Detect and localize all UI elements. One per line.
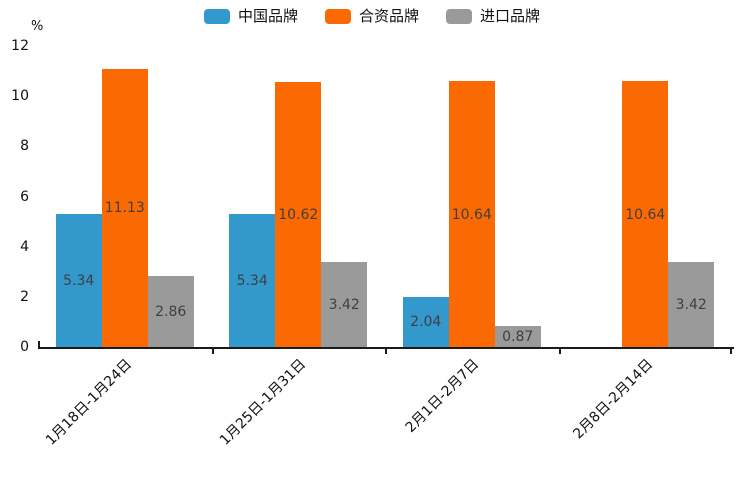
bar-series1-cat3 bbox=[622, 81, 669, 348]
legend-item-1[interactable]: 合资品牌 bbox=[324, 7, 419, 25]
bar-series0-cat2 bbox=[402, 296, 449, 348]
bar-series2-cat2 bbox=[494, 326, 541, 348]
bar-series0-cat0 bbox=[55, 214, 102, 348]
legend-label: 中国品牌 bbox=[237, 7, 298, 25]
y-tick-label: 2 bbox=[20, 288, 29, 305]
bar-value-label: 5.34 bbox=[63, 273, 95, 290]
x-category-label: 2月1日-2月7日 bbox=[402, 356, 483, 436]
legend-swatch-icon bbox=[203, 9, 230, 24]
y-tick-label: 4 bbox=[20, 238, 29, 255]
bar-value-label: 10.64 bbox=[625, 206, 666, 223]
legend-label: 合资品牌 bbox=[358, 7, 419, 25]
legend: 中国品牌 合资品牌 进口品牌 bbox=[0, 9, 744, 24]
bar-value-label: 0.87 bbox=[502, 329, 534, 346]
legend-swatch-icon bbox=[324, 9, 351, 24]
axis-tick bbox=[730, 349, 732, 354]
bar-value-label: 10.64 bbox=[451, 206, 492, 223]
bar-series1-cat0 bbox=[101, 68, 148, 348]
y-axis-unit-label: % bbox=[31, 19, 44, 34]
x-category-label: 1月25日-1月31日 bbox=[216, 356, 309, 449]
bar-value-label: 11.13 bbox=[104, 200, 145, 217]
bar-series1-cat2 bbox=[448, 81, 495, 348]
bar-value-label: 10.62 bbox=[278, 206, 319, 223]
x-category-label: 1月18日-1月24日 bbox=[43, 356, 136, 449]
legend-label: 进口品牌 bbox=[480, 7, 541, 25]
y-tick-label: 6 bbox=[20, 188, 29, 205]
bar-series2-cat0 bbox=[147, 276, 194, 348]
y-tick-label: 8 bbox=[20, 138, 29, 155]
bar-value-label: 5.34 bbox=[236, 273, 268, 290]
axis-tick bbox=[385, 349, 387, 354]
legend-item-2[interactable]: 进口品牌 bbox=[446, 9, 540, 24]
bar-value-label: 3.42 bbox=[328, 297, 360, 314]
bar-value-label: 2.86 bbox=[155, 304, 187, 321]
y-tick-label: 10 bbox=[11, 88, 29, 105]
bar-series1-cat1 bbox=[275, 81, 322, 348]
y-tick-label: 12 bbox=[11, 38, 29, 54]
x-category-label: 2月8日-2月14日 bbox=[569, 356, 656, 443]
bar-series0-cat1 bbox=[229, 214, 276, 348]
bar-value-label: 3.42 bbox=[675, 297, 707, 314]
x-axis-line bbox=[38, 347, 734, 349]
axis-tick bbox=[38, 341, 40, 347]
legend-swatch-icon bbox=[446, 9, 472, 24]
axis-tick bbox=[558, 349, 561, 354]
bar-series2-cat3 bbox=[668, 262, 715, 348]
bar-value-label: 2.04 bbox=[410, 314, 442, 331]
legend-item-0[interactable]: 中国品牌 bbox=[203, 7, 298, 25]
bar-series2-cat1 bbox=[321, 262, 368, 348]
y-tick-label: 0 bbox=[20, 339, 29, 355]
axis-tick bbox=[211, 349, 214, 354]
